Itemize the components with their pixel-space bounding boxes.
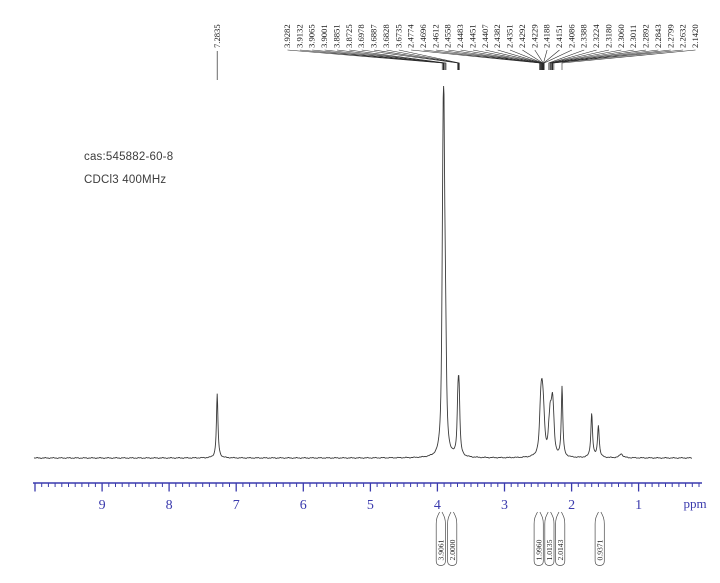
peak-shift-label: 2.4151 bbox=[554, 24, 564, 48]
x-axis-tick-label: 9 bbox=[99, 498, 106, 513]
integral-box bbox=[435, 511, 446, 566]
peak-shift-label: 3.6887 bbox=[369, 24, 379, 48]
integral-value: 0.9371 bbox=[596, 539, 605, 560]
peak-shift-label: 2.4774 bbox=[406, 24, 416, 48]
peak-shift-label: 2.3060 bbox=[616, 24, 626, 48]
peak-shift-label: 2.2799 bbox=[665, 24, 675, 48]
peak-shift-label: 2.4188 bbox=[542, 24, 552, 48]
integral-value: 1.9960 bbox=[535, 539, 544, 560]
x-axis-unit-label: ppm bbox=[683, 496, 706, 511]
peak-shift-label: 3.9065 bbox=[307, 24, 317, 48]
peak-shift-label: 3.8725 bbox=[344, 24, 354, 48]
peak-shift-label: 2.2632 bbox=[678, 24, 688, 48]
peak-leader-line bbox=[349, 49, 447, 70]
peak-shift-label: 3.6828 bbox=[381, 24, 391, 48]
peak-shift-label: 2.4696 bbox=[418, 24, 428, 48]
sample-annotation: cas:545882-60-8 CDCl3 400MHz bbox=[84, 146, 173, 192]
peak-shift-label: 2.4483 bbox=[455, 24, 465, 48]
x-axis-tick-label: 7 bbox=[233, 498, 240, 513]
integral-box bbox=[533, 511, 544, 566]
integral-value: 2.0000 bbox=[448, 539, 457, 560]
peak-shift-label: 2.4229 bbox=[529, 24, 539, 48]
peak-leader-line bbox=[543, 49, 573, 70]
peak-leader-line bbox=[551, 49, 634, 70]
peak-leader-line bbox=[522, 49, 544, 70]
peak-shift-label: 2.3180 bbox=[604, 24, 614, 48]
integral-box bbox=[555, 511, 566, 566]
peak-shift-label: 2.2843 bbox=[653, 24, 663, 48]
peak-shift-label: 2.4382 bbox=[492, 24, 502, 48]
peak-shift-label: 2.4351 bbox=[505, 24, 515, 48]
solvent-peak-label: 7.2835 bbox=[212, 24, 222, 48]
integral-box bbox=[594, 511, 605, 566]
peak-shift-label: 2.4612 bbox=[430, 24, 440, 48]
peak-shift-label: 2.4451 bbox=[468, 24, 478, 48]
x-axis-tick-label: 3 bbox=[501, 498, 508, 513]
integral-box bbox=[447, 511, 458, 566]
peak-shift-label: 2.3224 bbox=[591, 24, 601, 48]
peak-shift-label: 3.9282 bbox=[282, 24, 292, 48]
x-axis-tick-label: 2 bbox=[568, 498, 575, 513]
peak-leader-line bbox=[553, 49, 684, 70]
peak-shift-label: 2.4407 bbox=[480, 24, 490, 48]
peak-shift-label: 2.2892 bbox=[641, 24, 651, 48]
x-axis-tick-label: 1 bbox=[635, 498, 642, 513]
peak-leader-line bbox=[398, 49, 460, 70]
peak-shift-label: 2.1420 bbox=[690, 24, 700, 48]
peak-shift-label: 3.9132 bbox=[294, 24, 304, 48]
peak-shift-label: 2.4086 bbox=[566, 24, 576, 48]
peak-shift-label: 2.4558 bbox=[443, 24, 453, 48]
integral-value: 2.0143 bbox=[556, 539, 565, 560]
x-axis-tick-label: 5 bbox=[367, 498, 374, 513]
peak-shift-label: 2.3011 bbox=[628, 25, 638, 48]
peak-shift-label: 3.6978 bbox=[356, 24, 366, 48]
peak-leader-line bbox=[548, 49, 585, 70]
spectrum-trace bbox=[33, 85, 692, 459]
peak-shift-label: 3.6735 bbox=[393, 24, 403, 48]
peak-shift-label: 3.8851 bbox=[332, 24, 342, 48]
peak-leader-line bbox=[543, 49, 560, 70]
peak-leader-line bbox=[552, 49, 671, 70]
peak-shift-label: 2.3388 bbox=[579, 24, 589, 48]
peak-leader-line bbox=[550, 49, 622, 70]
integral-value: 3.9061 bbox=[437, 539, 446, 560]
peak-shift-label: 3.9001 bbox=[319, 24, 329, 48]
x-axis-tick-label: 6 bbox=[300, 498, 307, 513]
peak-leader-line bbox=[561, 49, 696, 70]
solvent-frequency-text: CDCl3 400MHz bbox=[84, 174, 167, 186]
integral-box bbox=[544, 511, 555, 566]
peak-leader-line bbox=[549, 49, 610, 70]
integral-value: 1.0135 bbox=[545, 539, 554, 560]
cas-number-text: cas:545882-60-8 bbox=[84, 151, 174, 163]
peak-shift-label: 2.4292 bbox=[517, 24, 527, 48]
x-axis-tick-label: 4 bbox=[434, 498, 441, 513]
x-axis-tick-label: 8 bbox=[166, 498, 173, 513]
